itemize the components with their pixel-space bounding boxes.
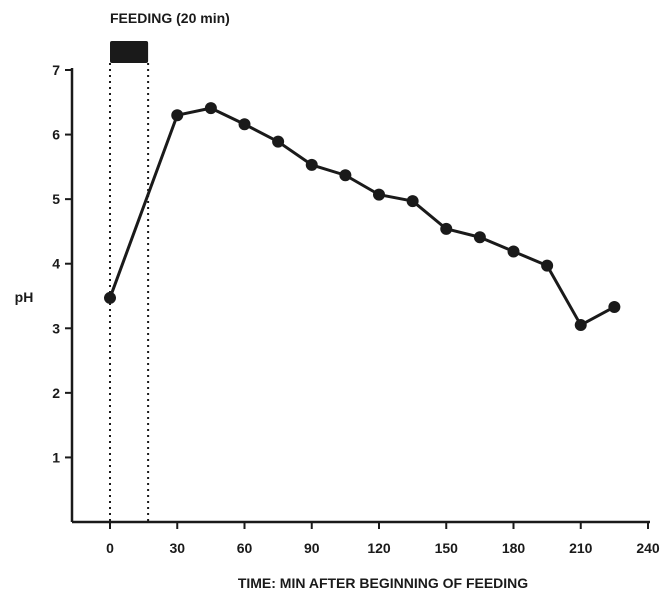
data-point: [608, 300, 621, 313]
x-tick-label: 120: [367, 540, 391, 556]
series-line: [108, 106, 616, 327]
x-tick-label: 60: [237, 540, 253, 556]
data-point: [305, 158, 318, 171]
data-point: [238, 118, 251, 131]
x-tick-label: 90: [304, 540, 320, 556]
data-point: [272, 135, 285, 148]
y-tick-label: 1: [52, 449, 60, 465]
feeding-bar: [110, 41, 149, 63]
y-tick-label: 4: [52, 256, 60, 272]
data-point: [339, 169, 352, 182]
data-point: [204, 102, 217, 115]
data-point: [574, 319, 587, 332]
y-tick-label: 3: [52, 320, 60, 336]
y-tick-label: 2: [52, 385, 60, 401]
data-point: [406, 195, 419, 208]
series-layer: [104, 102, 621, 332]
y-axis-title: pH: [15, 289, 34, 305]
y-tick-label: 7: [52, 62, 60, 78]
data-point: [171, 109, 184, 122]
x-tick-label: 0: [106, 540, 114, 556]
x-axis-title: TIME: MIN AFTER BEGINNING OF FEEDING: [238, 575, 528, 591]
y-tick-label: 5: [52, 191, 60, 207]
x-tick-label: 240: [636, 540, 660, 556]
axes: [70, 68, 650, 524]
data-point: [473, 231, 486, 244]
data-point: [507, 245, 520, 258]
x-tick-label: 180: [502, 540, 526, 556]
data-point: [373, 188, 385, 201]
y-tick-label: 6: [52, 127, 60, 143]
ticks: 0 30 60 90 120 150 180 210 240 1 2 3 4 5 6 7: [52, 62, 660, 556]
x-tick-label: 210: [569, 540, 593, 556]
data-point: [104, 291, 116, 304]
data-point: [440, 222, 453, 235]
x-tick-label: 30: [169, 540, 185, 556]
x-tick-label: 150: [435, 540, 459, 556]
data-point: [541, 259, 554, 272]
feeding-label: FEEDING (20 min): [110, 10, 230, 26]
